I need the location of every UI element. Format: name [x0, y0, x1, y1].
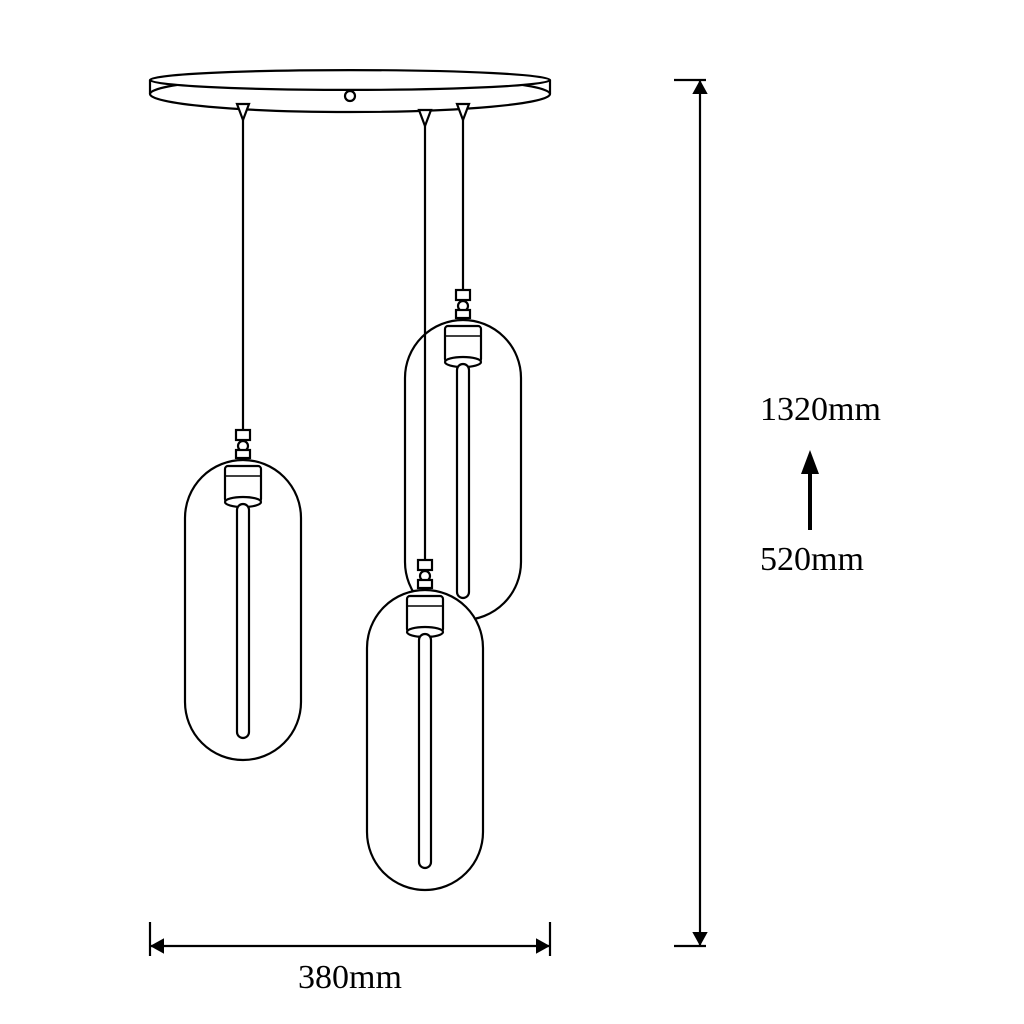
width-label: 380mm	[298, 959, 402, 996]
pendant-left	[185, 104, 301, 760]
height-max-label: 1320mm	[760, 391, 881, 428]
height-min-label: 520mm	[760, 541, 864, 578]
dimension-width: 380mm	[150, 922, 550, 996]
ceiling-plate	[150, 70, 550, 112]
pendant-middle	[405, 104, 521, 620]
dimension-height: 1320mm 520mm	[674, 80, 881, 946]
pendant-light-technical-drawing: 380mm 1320mm 520mm	[0, 0, 1024, 1024]
